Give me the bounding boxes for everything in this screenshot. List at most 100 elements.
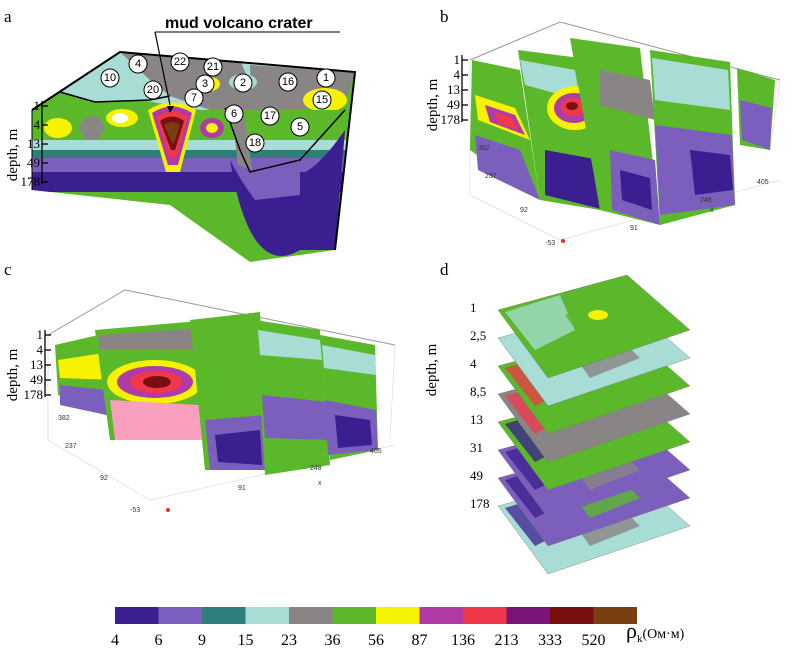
scale-label: 87 <box>412 632 428 649</box>
color-cell <box>593 607 637 624</box>
color-cell <box>419 607 463 624</box>
panel-c-slices <box>55 312 378 475</box>
axis-tick: 405 <box>757 179 769 186</box>
point-number: 1 <box>323 72 329 84</box>
depth-label: 1 <box>37 327 44 342</box>
axis-tick: 91 <box>630 225 638 232</box>
depth-label: 49 <box>27 155 40 170</box>
point-marker <box>233 73 253 93</box>
slab-depth-label: 31 <box>470 440 483 455</box>
color-cell <box>245 607 289 624</box>
axis-tick: 382 <box>58 415 70 422</box>
panel-a-ylabel: depth, m <box>5 128 21 181</box>
depth-label: 49 <box>447 97 460 112</box>
color-cell <box>158 607 202 624</box>
color-cell <box>332 607 376 624</box>
point-number: 16 <box>282 76 294 88</box>
color-scale: 4 6 9 15 23 36 56 87 136 213 333 520 ρk(Ом·м) <box>111 607 685 649</box>
panel-c-axis-name: x <box>318 480 322 487</box>
axis-tick: 248 <box>700 197 712 204</box>
panel-a-depth-ticks: 1 4 13 49 178 <box>21 98 48 189</box>
depth-label: 13 <box>30 357 43 372</box>
axis-tick: 248 <box>310 465 322 472</box>
point-number: 18 <box>249 137 261 149</box>
point-marker <box>100 68 120 88</box>
axis-tick: 405 <box>370 448 382 455</box>
unit-sub: k <box>637 633 643 645</box>
panel-c-label: c <box>4 260 12 279</box>
scale-label: 9 <box>198 632 206 649</box>
slab-depth-label: 1 <box>470 300 477 315</box>
color-cell <box>463 607 507 624</box>
panel-d-slabs <box>497 274 691 575</box>
scale-label: 4 <box>111 632 119 649</box>
axis-tick: -53 <box>545 240 555 247</box>
point-marker <box>203 57 223 77</box>
slab-depth-label: 8,5 <box>470 384 486 399</box>
panel-a-points: 4 22 10 21 3 20 2 16 1 15 7 6 17 5 18 <box>100 52 336 153</box>
crater-annotation: mud volcano crater <box>165 15 313 32</box>
scale-label: 136 <box>451 632 475 649</box>
point-marker <box>290 117 310 137</box>
point-marker <box>316 68 336 88</box>
depth-label: 13 <box>447 82 460 97</box>
point-marker <box>312 90 332 110</box>
panel-a: a <box>4 7 357 262</box>
panel-d-ylabel: depth, m <box>424 343 440 396</box>
point-number: 22 <box>174 56 186 68</box>
point-marker <box>260 106 280 126</box>
slab-depth-label: 13 <box>470 412 483 427</box>
depth-label: 4 <box>454 67 461 82</box>
scale-label: 6 <box>155 632 163 649</box>
slab-depth-label: 49 <box>470 468 483 483</box>
color-cell <box>202 607 246 624</box>
point-marker <box>278 72 298 92</box>
scale-label: 36 <box>325 632 341 649</box>
point-marker <box>224 104 244 124</box>
point-number: 15 <box>316 94 328 106</box>
point-number: 21 <box>207 61 219 73</box>
point-number: 20 <box>147 84 159 96</box>
color-scale-unit: ρk(Ом·м) <box>626 618 685 645</box>
depth-label: 49 <box>30 372 43 387</box>
scale-label: 15 <box>238 632 254 649</box>
panel-b-axis-ticks: 382 237 92 -53 91 248 405 <box>478 145 769 247</box>
point-number: 7 <box>191 92 197 104</box>
panel-b-ylabel: depth, m <box>425 78 441 131</box>
color-cell <box>506 607 550 624</box>
panel-d: d depth, m 1 2,5 4 8,5 13 31 49 178 <box>424 260 691 575</box>
point-number: 3 <box>202 78 208 90</box>
scale-label: 213 <box>495 632 519 649</box>
depth-label: 178 <box>441 112 461 127</box>
color-scale-labels: 4 6 9 15 23 36 56 87 136 213 333 520 <box>111 632 606 649</box>
point-marker <box>184 88 204 108</box>
panel-b-label: b <box>440 7 449 26</box>
color-cell <box>289 607 333 624</box>
axis-tick: -53 <box>130 507 140 514</box>
point-number: 4 <box>135 58 141 70</box>
slab-depth-label: 2,5 <box>470 328 486 343</box>
depth-label: 4 <box>34 117 41 132</box>
unit-symbol: ρ <box>626 618 637 643</box>
scale-label: 56 <box>368 632 384 649</box>
scale-label: 520 <box>582 632 606 649</box>
point-number: 5 <box>297 121 303 133</box>
axis-tick: 237 <box>485 173 497 180</box>
panel-c: c depth, m <box>4 260 396 514</box>
point-marker <box>170 52 190 72</box>
color-cell <box>550 607 594 624</box>
panel-c-axis-ticks: 382 237 92 -53 91 248 405 <box>58 415 382 514</box>
panel-d-depth-labels: 1 2,5 4 8,5 13 31 49 178 <box>470 300 490 511</box>
color-cell <box>115 607 159 624</box>
panel-d-label: d <box>440 260 449 279</box>
point-marker <box>245 133 265 153</box>
panel-a-label: a <box>4 7 12 26</box>
point-number: 6 <box>231 108 237 120</box>
depth-label: 13 <box>27 136 40 151</box>
point-marker <box>128 54 148 74</box>
depth-label: 1 <box>454 52 461 67</box>
unit-text: (Ом·м) <box>642 627 684 642</box>
panel-b-slices <box>470 38 775 225</box>
